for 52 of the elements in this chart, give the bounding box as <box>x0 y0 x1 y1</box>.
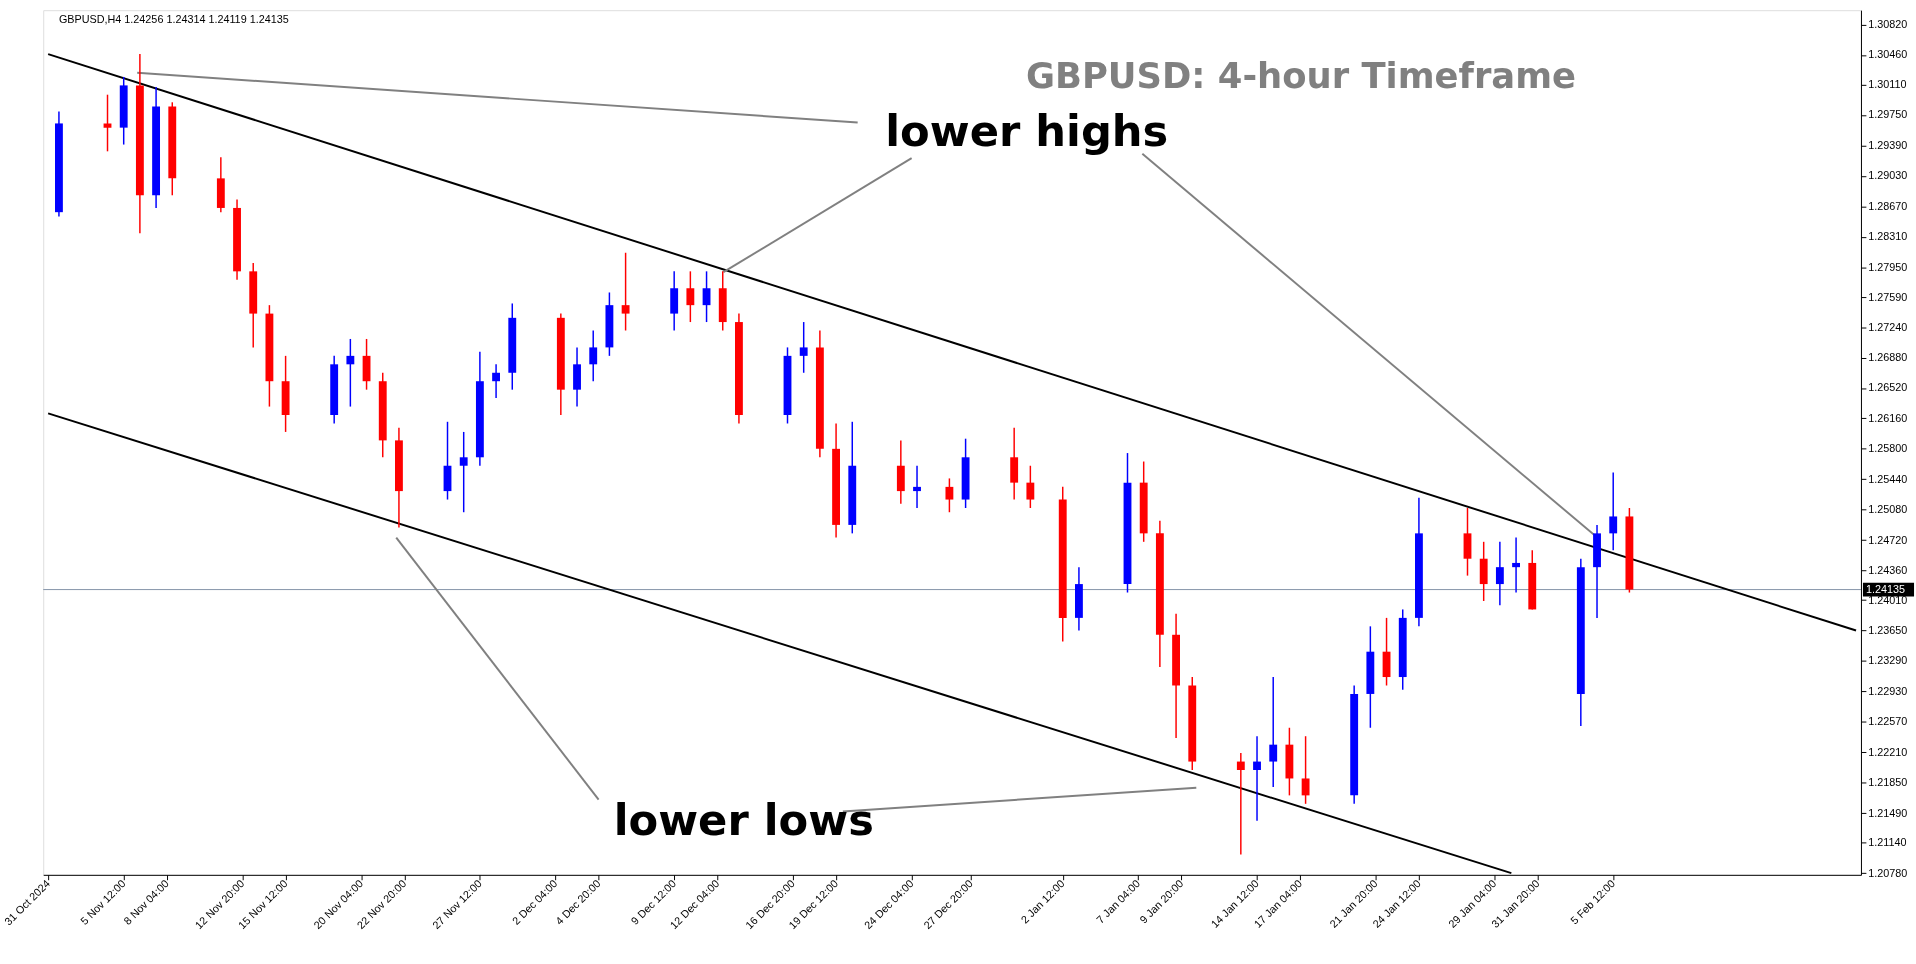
y-tick-label: 1.20780 <box>1868 866 1908 879</box>
annotation: lower highs <box>885 105 1169 156</box>
candlestick <box>346 338 355 408</box>
y-tick-label: 1.28310 <box>1868 230 1908 243</box>
candlestick <box>1512 536 1520 594</box>
y-tick-label: 1.29390 <box>1868 138 1908 151</box>
candlestick <box>492 363 501 399</box>
candlestick <box>1026 465 1035 509</box>
candlestick <box>913 465 921 509</box>
annotation: lower lows <box>613 794 874 845</box>
candlestick <box>589 329 598 382</box>
y-tick-label: 1.30460 <box>1868 48 1908 61</box>
candlestick <box>1495 541 1504 606</box>
chart-subtitle: GBPUSD,H4 1.24256 1.24314 1.24119 1.24135 <box>58 12 289 25</box>
y-tick-label: 1.25440 <box>1868 472 1908 485</box>
y-tick-label: 1.22930 <box>1868 684 1908 697</box>
candlestick <box>1236 752 1245 856</box>
y-tick-label: 1.26880 <box>1868 350 1908 363</box>
y-tick-label: 1.28670 <box>1868 199 1908 212</box>
y-tick-label: 1.26160 <box>1868 411 1908 424</box>
y-tick-label: 1.24010 <box>1868 593 1908 606</box>
y-tick-label: 1.27950 <box>1868 260 1908 273</box>
y-tick-label: 1.25080 <box>1868 503 1908 516</box>
candlestick <box>621 252 630 332</box>
text: GBPUSD: 4-hour Timeframe <box>1025 54 1577 96</box>
ref-line-label: 1.24135 <box>1865 582 1905 595</box>
y-tick-label: 1.27590 <box>1868 290 1908 303</box>
candlestick <box>1301 735 1310 805</box>
y-tick-label: 1.25800 <box>1868 442 1908 455</box>
y-tick-label: 1.29030 <box>1868 169 1908 182</box>
candlestick <box>686 270 695 323</box>
y-tick-label: 1.30820 <box>1868 17 1908 30</box>
candlestick <box>1609 471 1618 551</box>
candlestick <box>1253 735 1261 822</box>
y-tick-label: 1.23290 <box>1868 654 1908 667</box>
candlestick <box>459 431 468 513</box>
y-tick-label: 1.21140 <box>1868 836 1907 849</box>
y-tick-label: 1.24720 <box>1868 533 1908 546</box>
y-tick-label: 1.26520 <box>1868 381 1908 394</box>
y-tick-label: 1.21490 <box>1868 806 1908 819</box>
y-tick-label: 1.22570 <box>1868 715 1908 728</box>
y-tick-label: 1.22210 <box>1868 745 1908 758</box>
y-tick-label: 1.24360 <box>1868 563 1908 576</box>
candlestick <box>1269 676 1278 788</box>
candlestick <box>103 93 112 153</box>
y-tick-label: 1.30110 <box>1868 77 1907 90</box>
y-tick-label: 1.29750 <box>1868 108 1908 121</box>
candlestick <box>945 477 954 513</box>
y-tick-label: 1.21850 <box>1868 776 1908 789</box>
y-tick-label: 1.27240 <box>1868 320 1908 333</box>
y-tick-label: 1.23650 <box>1868 624 1908 636</box>
candlestick <box>799 321 808 374</box>
